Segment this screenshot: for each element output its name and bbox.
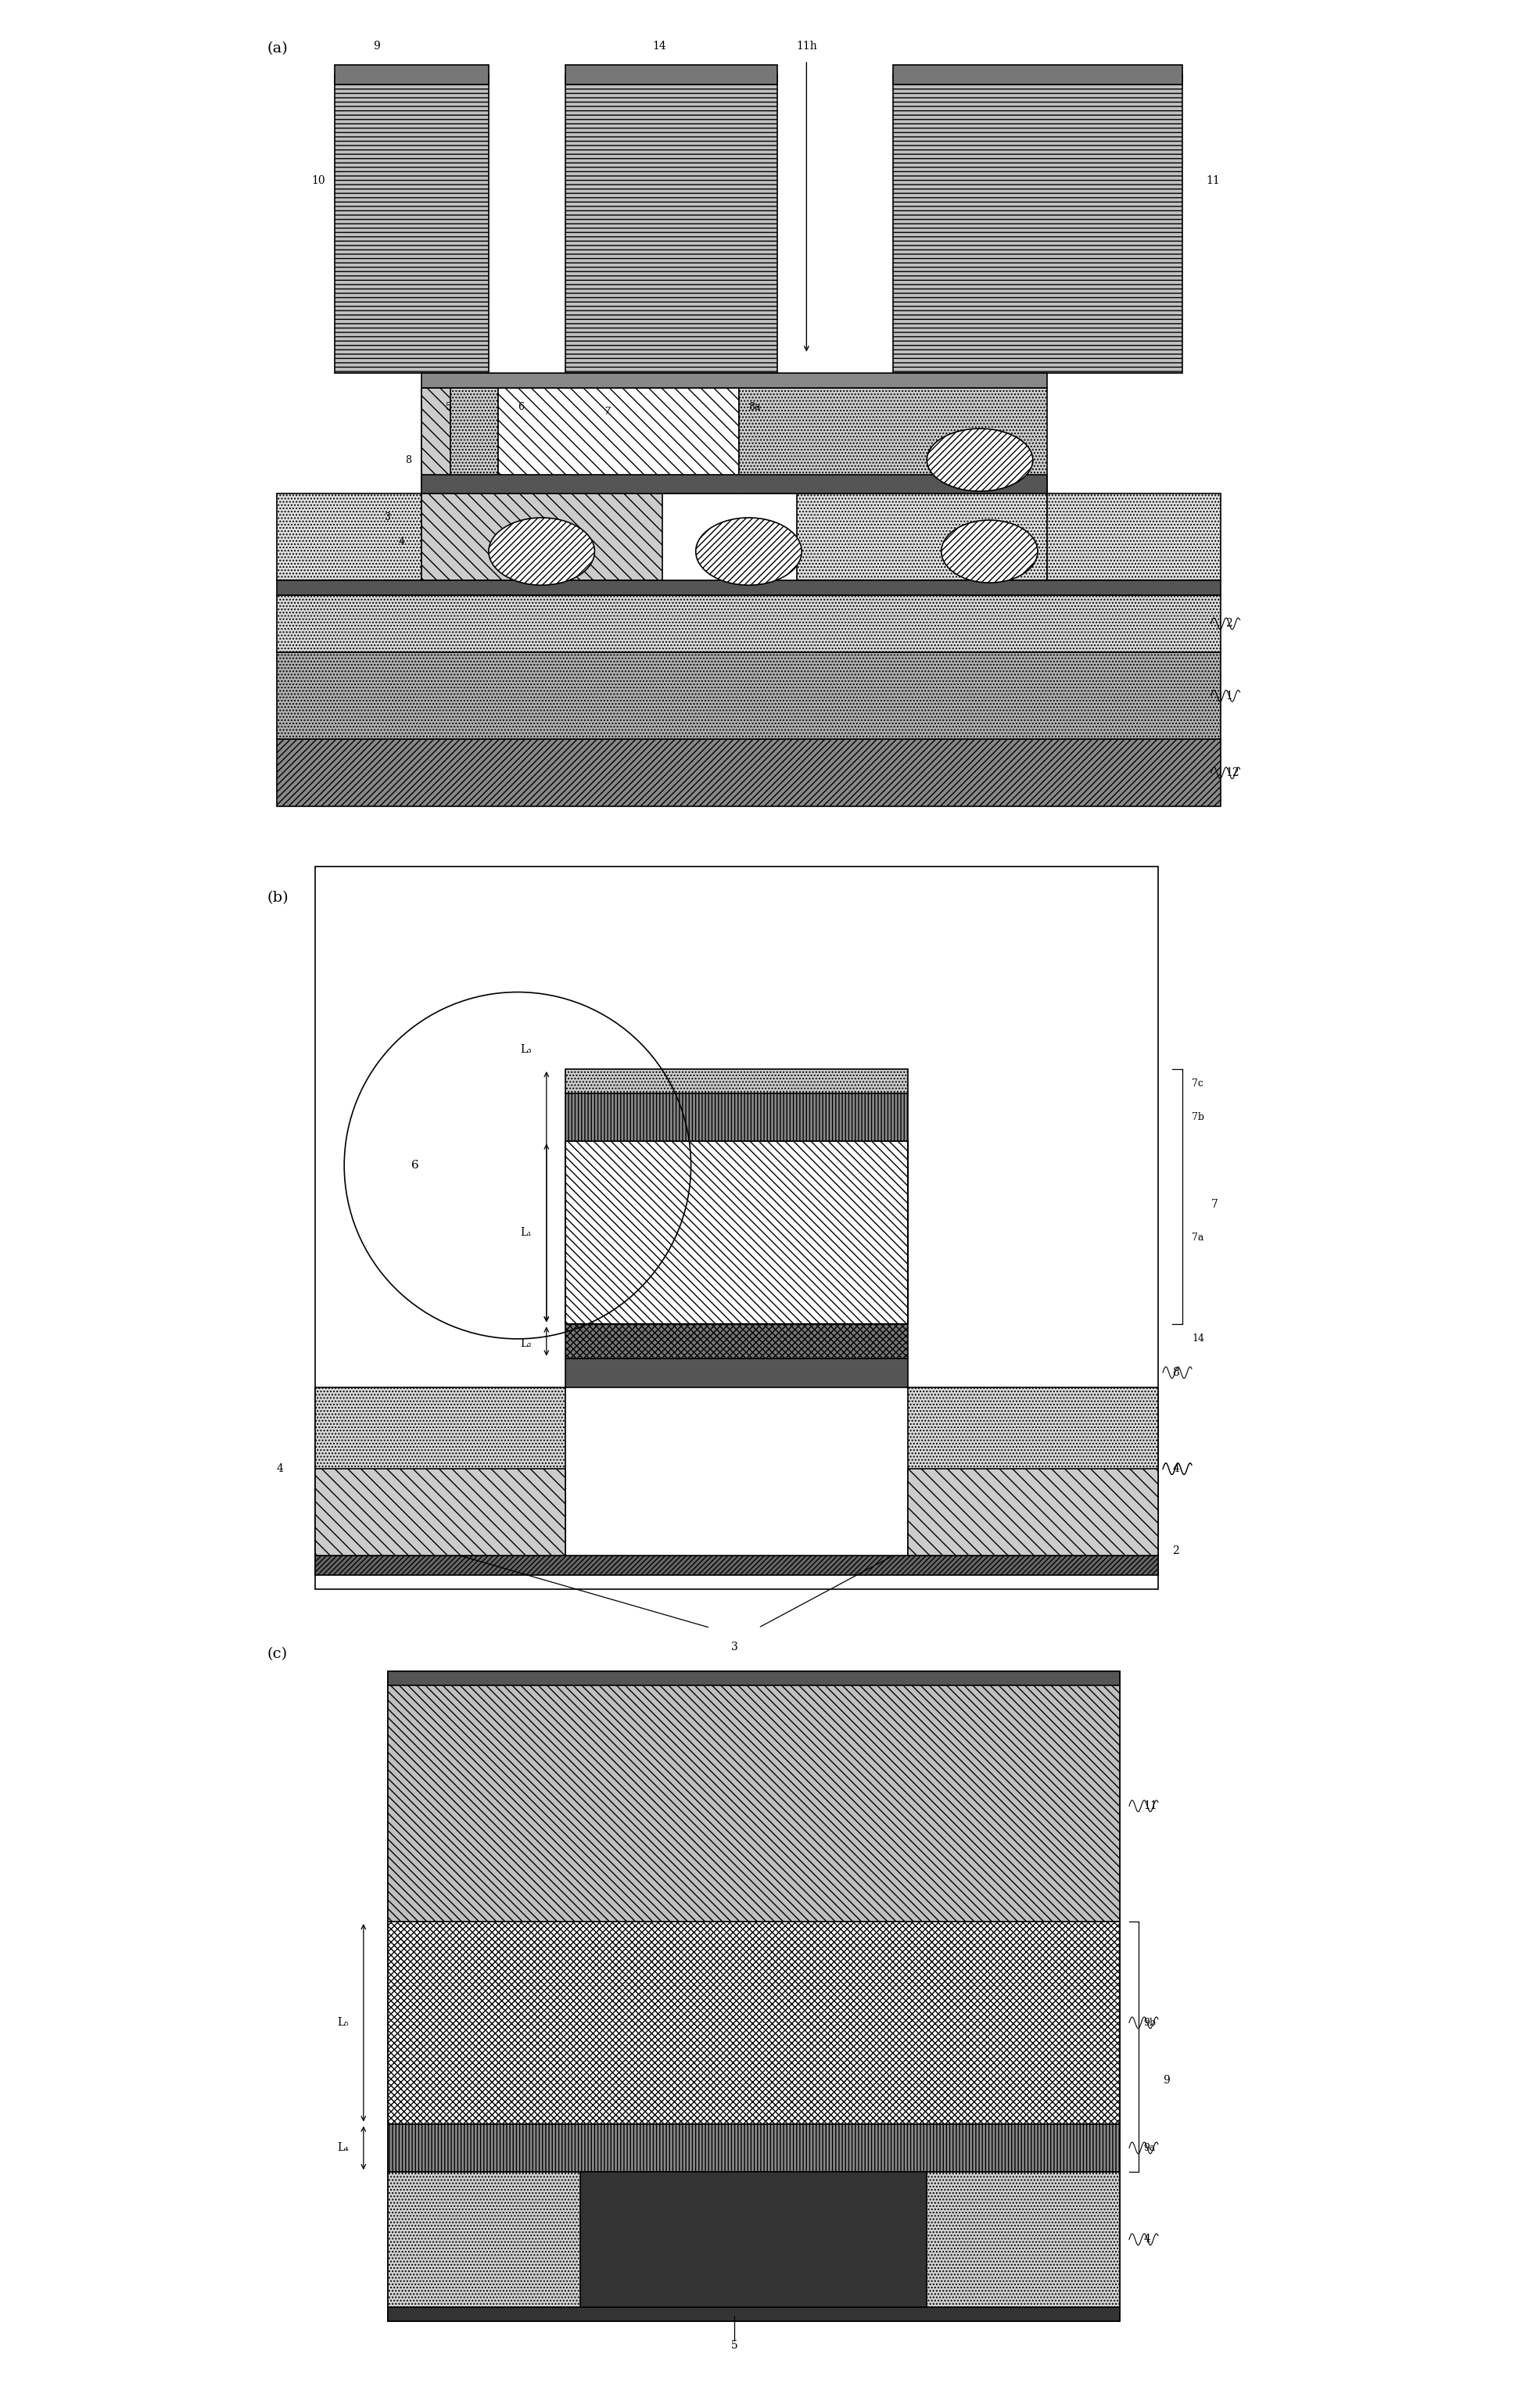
Ellipse shape bbox=[489, 518, 594, 585]
Bar bbox=[277, 595, 1221, 653]
Bar bbox=[565, 1141, 908, 1324]
Text: 9b: 9b bbox=[1143, 2018, 1157, 2028]
Bar bbox=[565, 65, 778, 84]
Bar bbox=[565, 75, 778, 373]
Text: 3: 3 bbox=[730, 1642, 738, 1652]
Text: 5: 5 bbox=[730, 2341, 738, 2350]
Bar bbox=[422, 388, 498, 494]
Bar bbox=[565, 1093, 908, 1141]
Bar bbox=[315, 867, 1158, 1589]
Text: 7: 7 bbox=[1212, 1199, 1218, 1209]
Bar bbox=[388, 1671, 1120, 1922]
Text: (b): (b) bbox=[267, 891, 289, 905]
Text: L₁: L₁ bbox=[521, 1228, 532, 1238]
Text: 9a: 9a bbox=[1143, 2143, 1155, 2153]
Text: 10: 10 bbox=[312, 176, 325, 185]
Text: 14: 14 bbox=[652, 41, 666, 51]
Ellipse shape bbox=[941, 520, 1038, 583]
Bar bbox=[277, 494, 422, 580]
Bar bbox=[908, 1387, 1158, 1556]
Bar bbox=[277, 580, 1221, 595]
Text: 4: 4 bbox=[1143, 2235, 1151, 2244]
Text: 2: 2 bbox=[1172, 1546, 1180, 1556]
Bar bbox=[388, 1922, 1120, 2124]
Bar bbox=[581, 2172, 927, 2307]
Bar bbox=[498, 388, 740, 494]
Bar bbox=[740, 388, 1047, 494]
Text: 4: 4 bbox=[1172, 1464, 1180, 1474]
Text: L₄: L₄ bbox=[338, 2143, 348, 2153]
Bar bbox=[388, 1671, 1120, 1686]
Text: (c): (c) bbox=[267, 1647, 287, 1662]
Bar bbox=[894, 65, 1183, 84]
Bar bbox=[388, 2307, 1120, 2321]
Text: 4: 4 bbox=[277, 1464, 284, 1474]
Text: 2: 2 bbox=[1225, 619, 1232, 628]
Bar bbox=[565, 1069, 908, 1093]
Bar bbox=[277, 739, 1221, 807]
Text: L₂: L₂ bbox=[521, 1339, 532, 1348]
Text: 8: 8 bbox=[1172, 1368, 1180, 1377]
Bar bbox=[798, 494, 1047, 580]
Text: 14: 14 bbox=[1192, 1334, 1204, 1344]
Bar bbox=[388, 2124, 1120, 2172]
Text: 11: 11 bbox=[1206, 176, 1219, 185]
Text: 9: 9 bbox=[1163, 2076, 1170, 2085]
Bar bbox=[388, 1671, 1120, 2321]
Text: 7a: 7a bbox=[1192, 1233, 1204, 1243]
Text: 3: 3 bbox=[385, 513, 391, 523]
Bar bbox=[422, 388, 451, 494]
Bar bbox=[894, 75, 1183, 373]
Bar bbox=[422, 474, 1047, 494]
Bar bbox=[1047, 494, 1221, 580]
Text: 11h: 11h bbox=[796, 41, 817, 51]
Text: L₃: L₃ bbox=[521, 1045, 532, 1055]
Bar bbox=[908, 1469, 1158, 1556]
Text: 6: 6 bbox=[411, 1161, 419, 1170]
Text: 9: 9 bbox=[373, 41, 380, 51]
Text: L₅: L₅ bbox=[338, 2018, 348, 2028]
Bar bbox=[422, 494, 662, 580]
Text: 7: 7 bbox=[604, 407, 611, 417]
Bar bbox=[565, 1324, 908, 1358]
Bar bbox=[335, 65, 489, 84]
Bar bbox=[315, 1387, 565, 1556]
Ellipse shape bbox=[695, 518, 802, 585]
Ellipse shape bbox=[927, 429, 1033, 491]
Bar bbox=[335, 75, 489, 373]
Text: 7c: 7c bbox=[1192, 1079, 1204, 1088]
Bar bbox=[315, 1556, 1158, 1575]
Bar bbox=[315, 1469, 565, 1556]
Bar bbox=[388, 2172, 1120, 2307]
Text: 1: 1 bbox=[1225, 691, 1233, 701]
Bar bbox=[565, 1358, 908, 1387]
Text: 11: 11 bbox=[1143, 1801, 1158, 1811]
Text: 5: 5 bbox=[445, 402, 451, 412]
Text: 7b: 7b bbox=[1192, 1112, 1204, 1122]
Text: (a): (a) bbox=[267, 41, 289, 55]
Text: 8: 8 bbox=[405, 455, 411, 465]
Text: 4: 4 bbox=[399, 537, 405, 547]
Text: 12: 12 bbox=[1225, 768, 1239, 778]
Text: 8a: 8a bbox=[749, 402, 761, 412]
Bar bbox=[422, 373, 1047, 388]
Text: 6: 6 bbox=[518, 402, 524, 412]
Bar bbox=[277, 653, 1221, 739]
